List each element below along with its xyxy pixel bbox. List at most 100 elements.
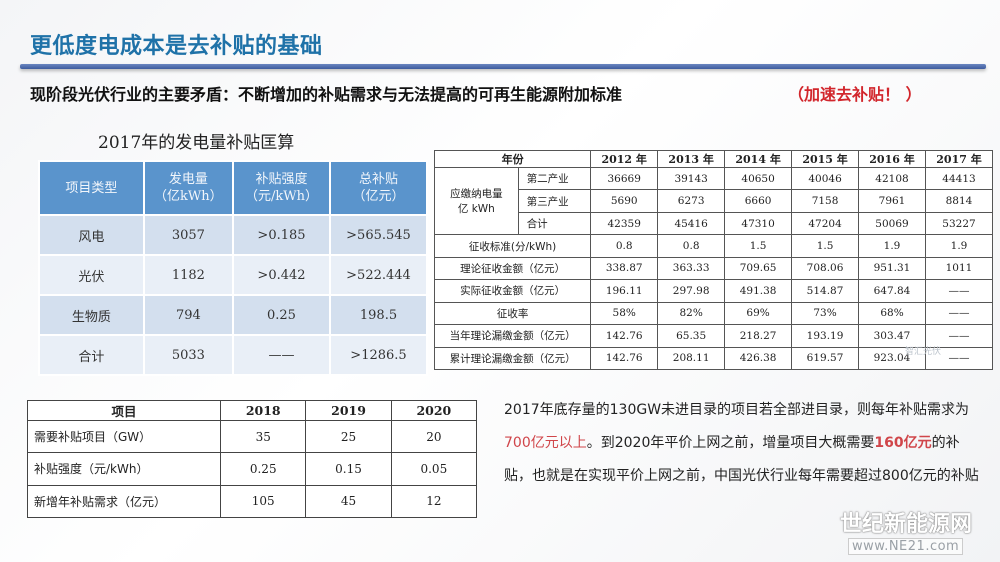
- row-label: 补贴强度（元/kWh）: [26, 452, 222, 486]
- row-label: 合计: [38, 334, 145, 376]
- group-label-unit: 亿 kWh: [457, 203, 495, 216]
- cell: 794: [142, 294, 234, 336]
- cell: >1286.5: [328, 334, 429, 376]
- row-label: 生物质: [38, 294, 145, 336]
- cell: 7158: [791, 189, 860, 213]
- cell: 45: [305, 484, 392, 519]
- cell: 142.76: [590, 324, 659, 348]
- cell: ——: [924, 301, 994, 326]
- column-header: 项目: [26, 400, 222, 421]
- cell: 363.33: [657, 256, 726, 281]
- cell: 20: [390, 419, 478, 454]
- cell: 6660: [724, 189, 793, 213]
- cell: 0.8: [657, 234, 726, 258]
- table-row: 风电 3057 >0.185 >565.545: [38, 214, 429, 256]
- cell: 40046: [791, 166, 860, 191]
- header-text: 补贴强度: [255, 172, 308, 187]
- cell: 0.8: [590, 234, 659, 258]
- column-header: 2019: [305, 400, 392, 421]
- cell: 1.9: [924, 234, 994, 258]
- table-row: 累计理论漏缴金额（亿元） 142.76 208.11 426.38 619.57…: [433, 346, 994, 370]
- cell: 40650: [724, 166, 793, 191]
- column-header: 2018: [220, 400, 307, 421]
- cell: 338.87: [590, 256, 659, 281]
- cell: >522.444: [328, 254, 429, 296]
- row-label: 累计理论漏缴金额（亿元）: [433, 346, 592, 370]
- column-header: 2015 年: [791, 150, 860, 168]
- group-label: 应缴纳电量 亿 kWh: [434, 166, 519, 236]
- cell: 303.47: [858, 324, 926, 348]
- cell: 53227: [924, 211, 994, 236]
- cell: 0.25: [231, 294, 331, 336]
- cell: 196.11: [590, 279, 659, 303]
- column-header: 2016 年: [858, 150, 926, 168]
- cell: 1.5: [724, 234, 793, 258]
- cell: 198.5: [328, 294, 429, 336]
- paragraph-text: 的补贴，也就是在实现平价上网之前，中国光伏行业每年需要超过800亿元的补贴: [504, 435, 979, 484]
- cell: 208.11: [657, 346, 726, 370]
- cell: 69%: [724, 301, 793, 326]
- cell: 647.84: [858, 279, 926, 303]
- cell: 65.35: [657, 324, 726, 348]
- cell: 1.9: [858, 234, 926, 258]
- cell: >0.442: [231, 254, 331, 296]
- cell: 709.65: [724, 256, 793, 281]
- table-row: 实际征收金额（亿元） 196.11 297.98 491.38 514.87 6…: [433, 279, 994, 303]
- cell: 923.04: [858, 346, 926, 370]
- group-label-line: 应缴纳电量: [450, 188, 503, 201]
- table-row: 应缴纳电量 亿 kWh 第二产业 36669 39143 40650 40046…: [434, 166, 994, 236]
- summary-paragraph: 2017年底存量的130GW未进目录的项目若全部进目录，则每年补贴需求为 700亿…: [504, 394, 984, 493]
- table-header-row: 项目 2018 2019 2020: [26, 400, 478, 421]
- row-label: 风电: [38, 214, 145, 256]
- cell: 68%: [858, 301, 926, 326]
- table-row: 第三产业 5690 6273 6660 7158 7961 8814: [435, 189, 994, 213]
- highlight-amount: 160亿元: [874, 435, 932, 451]
- header-unit: （亿元）: [352, 189, 405, 204]
- cell: ——: [231, 334, 331, 376]
- cell: 491.38: [724, 279, 793, 303]
- slide-subtitle: 现阶段光伏行业的主要矛盾：不断增加的补贴需求与无法提高的可再生能源附加标准: [30, 85, 623, 104]
- table-row: 补贴强度（元/kWh） 0.25 0.15 0.05: [26, 452, 478, 486]
- cell: 73%: [791, 301, 860, 326]
- cell: 142.76: [590, 346, 659, 370]
- paragraph-text: 2017年底存量的130GW未进目录的项目若全部进目录，则每年补贴需求为: [504, 402, 970, 418]
- watermark-url: www.NE21.com: [848, 538, 964, 555]
- subsidy-forecast-table: 项目 2018 2019 2020 需要补贴项目（GW） 35 25 20 补贴…: [26, 400, 478, 519]
- cell: 44413: [924, 166, 994, 191]
- column-header: 2012 年: [590, 150, 659, 168]
- watermark-wechat: 智汇光伏: [905, 347, 942, 357]
- table-row: 合计 5033 —— >1286.5: [38, 334, 429, 376]
- table-row: 新增年补贴需求（亿元） 105 45 12: [26, 484, 478, 519]
- row-label: 征收率: [433, 301, 592, 326]
- cell: 0.15: [305, 452, 392, 486]
- table-row: 生物质 794 0.25 198.5: [38, 294, 429, 336]
- cell: 42359: [590, 211, 659, 236]
- cell: 3057: [142, 214, 234, 256]
- table-row: 当年理论漏缴金额（亿元） 142.76 65.35 218.27 193.19 …: [433, 324, 994, 348]
- header-text: 发电量: [168, 172, 208, 187]
- slide-title: 更低度电成本是去补贴的基础: [30, 34, 323, 59]
- column-header: 补贴强度 （元/kWh）: [231, 160, 331, 216]
- table-row: 光伏 1182 >0.442 >522.444: [38, 254, 429, 296]
- row-label: 实际征收金额（亿元）: [433, 279, 592, 303]
- cell: 0.25: [220, 452, 307, 486]
- cell: 47204: [791, 211, 860, 236]
- header-text: 项目类型: [65, 180, 118, 196]
- cell: 35: [220, 419, 307, 454]
- column-header: 总补贴 （亿元）: [328, 160, 429, 216]
- row-label: 当年理论漏缴金额（亿元）: [433, 324, 592, 348]
- table-row: 合计 42359 45416 47310 47204 50069 53227: [435, 211, 994, 236]
- column-header: 项目类型: [38, 160, 145, 216]
- cell: 514.87: [791, 279, 860, 303]
- row-label: 征收标准(分/kWh): [433, 234, 592, 258]
- cell: 1182: [142, 254, 234, 296]
- cell: 45416: [657, 211, 726, 236]
- cell: 619.57: [791, 346, 860, 370]
- column-header: 2014 年: [724, 150, 793, 168]
- cell: ——: [924, 324, 994, 348]
- table-header-row: 年份 2012 年 2013 年 2014 年 2015 年 2016 年 20…: [433, 150, 994, 168]
- cell: ——: [924, 346, 994, 370]
- row-label: 需要补贴项目（GW）: [26, 419, 222, 454]
- cell: 0.05: [390, 452, 478, 486]
- column-header: 年份: [433, 150, 592, 168]
